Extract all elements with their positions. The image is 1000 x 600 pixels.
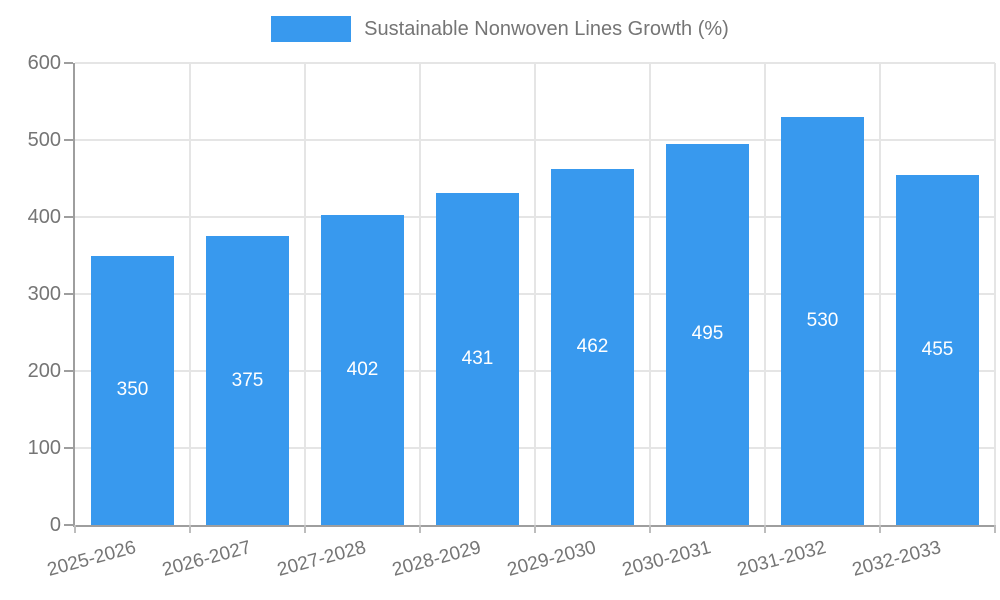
y-axis-tick bbox=[64, 524, 73, 526]
y-axis-label: 600 bbox=[27, 52, 61, 74]
y-axis-tick bbox=[64, 370, 73, 372]
y-axis-tick bbox=[64, 139, 73, 141]
legend-label: Sustainable Nonwoven Lines Growth (%) bbox=[364, 17, 729, 40]
bar-value-label: 431 bbox=[461, 348, 494, 370]
bar-value-label: 455 bbox=[921, 338, 954, 360]
x-axis-tick bbox=[304, 525, 306, 533]
x-axis-tick bbox=[419, 525, 421, 533]
bar-value-label: 462 bbox=[576, 336, 609, 358]
bar-value-label: 402 bbox=[346, 359, 379, 381]
x-axis-label: 2027-2028 bbox=[274, 537, 368, 581]
x-axis-label: 2026-2027 bbox=[159, 537, 253, 581]
gridline-vertical bbox=[189, 63, 191, 525]
gridline-vertical bbox=[419, 63, 421, 525]
bar[interactable]: 431 bbox=[436, 193, 519, 525]
gridline-vertical bbox=[994, 63, 996, 525]
bar-value-label: 350 bbox=[116, 379, 149, 401]
gridline-vertical bbox=[764, 63, 766, 525]
bar[interactable]: 495 bbox=[666, 143, 749, 525]
y-axis-tick bbox=[64, 62, 73, 64]
bar[interactable]: 455 bbox=[896, 174, 979, 525]
y-axis-label: 100 bbox=[27, 437, 61, 459]
y-axis-label: 200 bbox=[27, 360, 61, 382]
bar-value-label: 495 bbox=[691, 323, 724, 345]
gridline-vertical bbox=[879, 63, 881, 525]
bar[interactable]: 375 bbox=[206, 236, 289, 525]
x-axis-label: 2030-2031 bbox=[619, 537, 713, 581]
bar-value-label: 530 bbox=[806, 309, 839, 331]
y-axis-label: 300 bbox=[27, 283, 61, 305]
bar[interactable]: 402 bbox=[321, 215, 404, 525]
bar-value-label: 375 bbox=[231, 369, 264, 391]
x-axis-tick bbox=[764, 525, 766, 533]
x-axis-label: 2031-2032 bbox=[734, 537, 828, 581]
x-axis-tick bbox=[534, 525, 536, 533]
x-axis-label: 2028-2029 bbox=[389, 537, 483, 581]
gridline-vertical bbox=[534, 63, 536, 525]
x-axis-label: 2025-2026 bbox=[44, 537, 138, 581]
y-axis-tick bbox=[64, 293, 73, 295]
y-axis-label: 400 bbox=[27, 206, 61, 228]
x-axis-tick bbox=[189, 525, 191, 533]
y-axis-label: 500 bbox=[27, 129, 61, 151]
x-axis-tick bbox=[649, 525, 651, 533]
chart-legend[interactable]: Sustainable Nonwoven Lines Growth (%) bbox=[0, 16, 1000, 42]
y-axis-tick bbox=[64, 216, 73, 218]
gridline-vertical bbox=[649, 63, 651, 525]
x-axis-tick bbox=[74, 525, 76, 533]
legend-swatch bbox=[271, 16, 352, 42]
x-axis-label: 2032-2033 bbox=[849, 537, 943, 581]
y-axis-tick bbox=[64, 447, 73, 449]
y-axis-label: 0 bbox=[49, 514, 61, 536]
gridline-vertical bbox=[304, 63, 306, 525]
bar[interactable]: 530 bbox=[781, 116, 864, 525]
x-axis-tick bbox=[879, 525, 881, 533]
bar[interactable]: 350 bbox=[91, 255, 174, 525]
bar[interactable]: 462 bbox=[551, 169, 634, 525]
plot-area: 0 100 200 300 400 500 600 350 375 402 431 462 495 530… bbox=[28, 52, 996, 581]
x-axis-label: 2029-2030 bbox=[504, 537, 598, 581]
x-axis-tick bbox=[994, 525, 996, 533]
